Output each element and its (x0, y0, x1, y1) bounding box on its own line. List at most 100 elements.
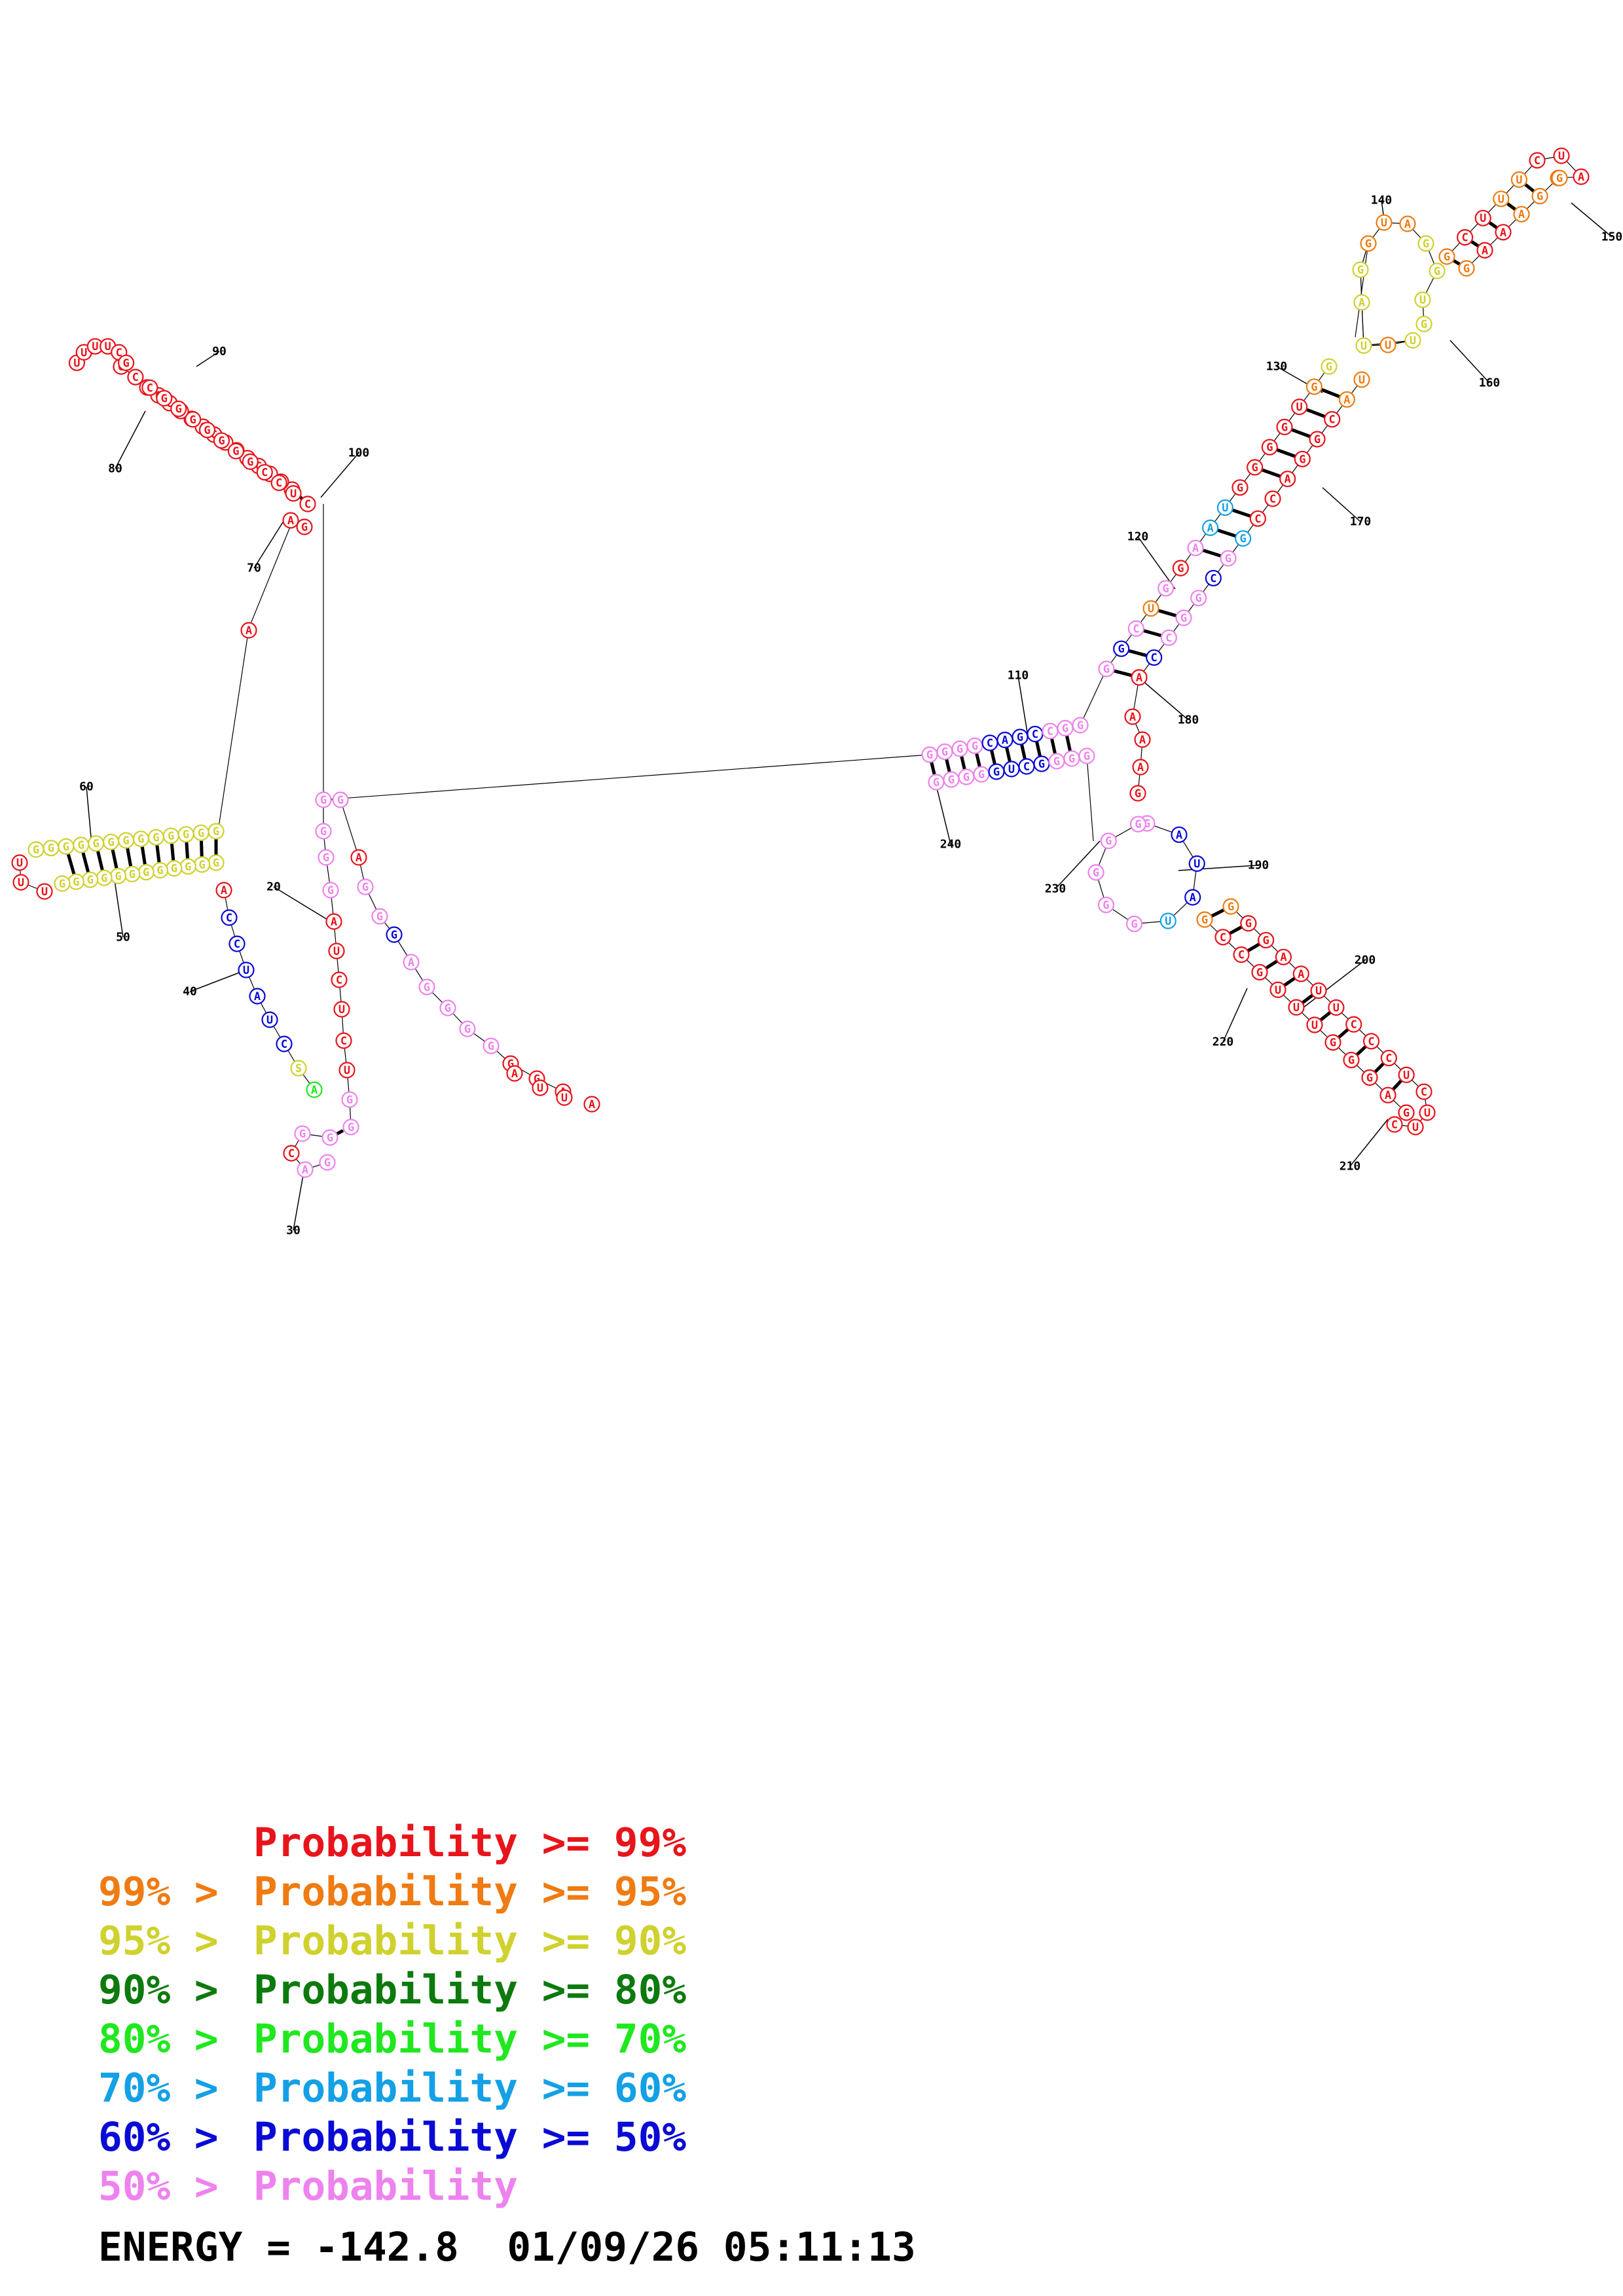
svg-text:U: U (1293, 1001, 1300, 1014)
nucleotide: G (1321, 358, 1338, 375)
nucleotide: G (988, 763, 1005, 780)
nucleotide: G (1429, 262, 1446, 279)
svg-text:G: G (1225, 552, 1231, 565)
nucleotide: G (192, 824, 210, 841)
nucleotide: U (1328, 999, 1345, 1016)
nucleotide: G (296, 518, 313, 535)
probability-legend: Probability >= 99% 99% > Probability >= 9… (98, 1818, 686, 2211)
svg-text:U: U (243, 964, 249, 977)
svg-text:G: G (337, 794, 344, 807)
position-tick (1322, 487, 1361, 522)
nucleotide: A (1187, 539, 1204, 556)
svg-text:G: G (101, 872, 107, 885)
nucleotide: G (1097, 896, 1115, 914)
svg-text:A: A (1139, 734, 1146, 747)
nucleotide: A (240, 622, 257, 639)
position-label: 40 (183, 985, 197, 999)
nucleotide: A (306, 1081, 323, 1098)
svg-text:U: U (1381, 217, 1387, 230)
nucleotide: G (1438, 248, 1455, 265)
nucleotide: U (333, 1001, 350, 1018)
nucleotide: C (1345, 1016, 1362, 1033)
svg-text:A: A (1404, 218, 1411, 231)
svg-text:G: G (129, 868, 136, 881)
position-label: 180 (1178, 713, 1199, 727)
legend-label: Probability >= 99% (253, 1820, 687, 1866)
svg-text:C: C (1238, 949, 1245, 962)
nucleotide: G (332, 791, 349, 808)
backbone-segment (248, 515, 295, 629)
nucleotide: C (283, 1145, 300, 1162)
svg-text:G: G (1093, 867, 1099, 880)
nucleotide: A (249, 988, 266, 1005)
svg-text:G: G (213, 857, 219, 870)
nucleotide: A (506, 1065, 523, 1082)
nucleotide: G (1098, 660, 1115, 677)
svg-text:G: G (247, 456, 253, 469)
base-pair (975, 753, 981, 768)
nucleotide: A (1495, 224, 1512, 241)
nucleotide: C (1529, 152, 1546, 169)
nucleotide: G (1057, 719, 1074, 737)
svg-text:G: G (963, 771, 970, 784)
nucleotide: G (1048, 753, 1065, 770)
svg-text:G: G (1180, 612, 1187, 625)
nucleotide: U (1553, 147, 1570, 164)
svg-text:C: C (1047, 725, 1053, 738)
base-pair (1470, 240, 1480, 248)
svg-text:A: A (356, 852, 362, 865)
svg-text:G: G (445, 1002, 451, 1015)
legend-prefix: 80% > (98, 2016, 243, 2062)
svg-text:G: G (324, 1157, 331, 1170)
base-pair (1228, 925, 1243, 935)
svg-text:G: G (93, 838, 100, 851)
svg-text:G: G (1326, 361, 1332, 374)
svg-text:G: G (1105, 835, 1112, 848)
nucleotide: G (27, 841, 45, 858)
nucleotide: A (282, 512, 299, 529)
nucleotide: G (132, 831, 150, 848)
nucleotide: C (1214, 929, 1231, 946)
svg-text:G: G (161, 392, 168, 405)
svg-text:U: U (266, 1014, 273, 1027)
nucleotide: G (137, 863, 155, 881)
svg-text:A: A (1578, 171, 1584, 184)
base-pair (1374, 1062, 1385, 1073)
base-pair (1035, 741, 1042, 757)
nucleotide: G (82, 871, 99, 888)
nucleotide: G (242, 453, 259, 470)
backbone-segment (1080, 668, 1107, 726)
nucleotide: G (1398, 1104, 1415, 1121)
position-label: 60 (79, 780, 94, 794)
legend-label: Probability >= 95% (253, 1869, 687, 1915)
svg-text:G: G (327, 1132, 333, 1145)
nucleotide: G (213, 432, 230, 449)
nucleotide: G (342, 1119, 359, 1136)
nucleotide: G (1033, 755, 1050, 772)
position-label: 90 (212, 345, 227, 359)
nucleotide: U (1003, 761, 1020, 778)
svg-text:G: G (137, 833, 144, 846)
nucleotide: C (1264, 490, 1281, 507)
position-label: 20 (266, 880, 281, 894)
base-pair (1301, 994, 1314, 1005)
nucleotide: G (386, 926, 403, 943)
nucleotide: G (319, 1154, 336, 1171)
nucleotide: G (58, 838, 75, 855)
svg-text:G: G (168, 830, 174, 843)
nucleotide: G (973, 766, 990, 783)
nucleotide: C (1127, 620, 1144, 637)
svg-text:G: G (87, 874, 94, 887)
nucleotide: C (1160, 629, 1177, 646)
svg-text:U: U (1403, 1069, 1410, 1082)
base-pair (170, 843, 175, 861)
svg-text:U: U (333, 945, 340, 958)
nucleotide: G (1531, 188, 1548, 205)
svg-text:G: G (122, 357, 129, 370)
nucleotide: A (1338, 391, 1355, 408)
svg-text:C: C (132, 371, 139, 384)
position-tick (1349, 1119, 1389, 1167)
svg-text:A: A (246, 624, 252, 637)
base-pair (1261, 468, 1281, 478)
nucleotide: U (1404, 332, 1421, 349)
